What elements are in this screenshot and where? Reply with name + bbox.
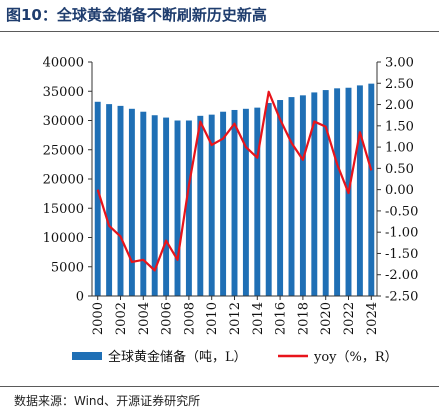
legend-line-label: yoy（%，R） bbox=[313, 350, 398, 365]
x-tick-label: 2012 bbox=[228, 302, 243, 335]
right-tick-label: 2.50 bbox=[385, 77, 414, 92]
x-tick-label: 2004 bbox=[137, 302, 152, 335]
right-tick-label: 3.00 bbox=[385, 56, 414, 71]
left-tick-label: 25000 bbox=[43, 143, 84, 158]
right-tick-label: 1.50 bbox=[385, 119, 414, 134]
right-tick-label: 0.50 bbox=[385, 162, 414, 177]
left-tick-label: 10000 bbox=[43, 231, 84, 246]
bar-2013 bbox=[242, 108, 249, 296]
right-tick-label: -1.00 bbox=[385, 226, 418, 241]
bar-2016 bbox=[277, 100, 284, 296]
right-tick-label: -2.50 bbox=[385, 290, 418, 305]
bar-2001 bbox=[106, 104, 113, 297]
bar-2012 bbox=[231, 109, 238, 296]
bar-2011 bbox=[220, 111, 227, 296]
x-tick-label: 2000 bbox=[91, 302, 106, 335]
right-tick-label: -0.50 bbox=[385, 204, 418, 219]
x-tick-label: 2010 bbox=[205, 302, 220, 335]
bar-2014 bbox=[254, 107, 261, 296]
bar-2021 bbox=[334, 88, 341, 296]
bar-2005 bbox=[151, 115, 158, 297]
x-tick-label: 2002 bbox=[114, 302, 129, 335]
bar-2008 bbox=[185, 120, 192, 296]
footer-divider bbox=[0, 386, 439, 387]
right-tick-label: 1.00 bbox=[385, 141, 414, 156]
x-tick-label: 2016 bbox=[274, 302, 289, 335]
bar-2003 bbox=[128, 108, 135, 296]
bar-2019 bbox=[311, 92, 318, 296]
bar-2000 bbox=[94, 101, 101, 296]
right-tick-label: 0.00 bbox=[385, 183, 414, 198]
x-tick-label: 2024 bbox=[365, 302, 380, 335]
plot-area bbox=[94, 83, 375, 297]
bar-2017 bbox=[288, 97, 295, 296]
x-tick-label: 2020 bbox=[319, 302, 334, 335]
x-tick-label: 2014 bbox=[251, 302, 266, 335]
bar-2007 bbox=[174, 120, 181, 296]
left-tick-label: 5000 bbox=[51, 260, 84, 275]
bar-2002 bbox=[117, 105, 124, 297]
left-tick-label: 35000 bbox=[43, 85, 84, 100]
left-tick-label: 20000 bbox=[43, 173, 84, 188]
legend-bar-swatch bbox=[72, 352, 102, 360]
combo-chart: 0 5000 10000 15000 20000 25000 30000 35000 40000… bbox=[43, 56, 419, 366]
axes: 0 5000 10000 15000 20000 25000 30000 35000 40000… bbox=[43, 56, 419, 336]
bar-2018 bbox=[299, 95, 306, 296]
bar-2020 bbox=[322, 90, 329, 296]
left-tick-label: 40000 bbox=[43, 56, 84, 71]
left-tick-label: 30000 bbox=[43, 114, 84, 129]
left-tick-label: 0 bbox=[76, 290, 84, 305]
title-divider bbox=[0, 31, 439, 32]
right-tick-label: -1.50 bbox=[385, 247, 418, 262]
x-tick-label: 2008 bbox=[182, 302, 197, 335]
right-tick-label: 2.00 bbox=[385, 98, 414, 113]
x-tick-label: 2022 bbox=[342, 302, 357, 335]
x-tick-label: 2006 bbox=[160, 302, 175, 335]
legend: 全球黄金储备（吨，L） yoy（%，R） bbox=[72, 349, 398, 365]
x-tick-label: 2018 bbox=[296, 302, 311, 335]
data-source: 数据来源：Wind、开源证券研究所 bbox=[14, 394, 201, 408]
legend-bar-label: 全球黄金储备（吨，L） bbox=[108, 349, 247, 365]
bar-2015 bbox=[265, 102, 272, 296]
bar-2006 bbox=[163, 117, 170, 296]
bar-2023 bbox=[356, 85, 363, 297]
bar-2004 bbox=[140, 111, 147, 296]
left-tick-label: 15000 bbox=[43, 202, 84, 217]
chart-title: 图10：全球黄金储备不断刷新历史新高 bbox=[6, 6, 267, 24]
bar-2024 bbox=[368, 83, 375, 297]
right-tick-label: -2.00 bbox=[385, 268, 418, 283]
bar-2009 bbox=[197, 115, 204, 296]
bar-2010 bbox=[208, 114, 215, 297]
